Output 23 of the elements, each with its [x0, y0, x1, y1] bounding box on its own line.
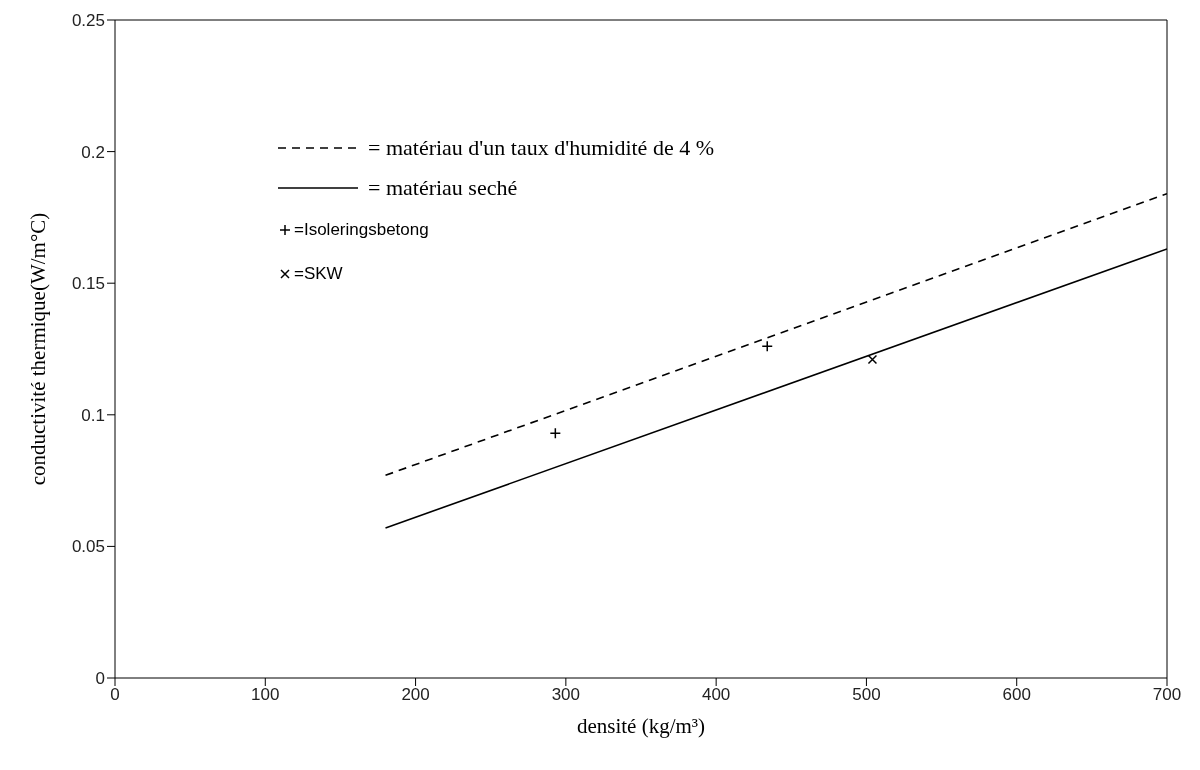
y-tick-label: 0: [95, 669, 105, 689]
legend-label: =SKW: [294, 264, 343, 284]
x-tick-label: 300: [551, 685, 581, 705]
x-tick-label: 700: [1152, 685, 1182, 705]
x-tick-label: 200: [401, 685, 430, 705]
x-tick-label: 600: [1002, 685, 1031, 705]
legend-label: = matériau seché: [368, 175, 518, 201]
x-tick-label: 0: [110, 685, 120, 705]
y-tick-label: 0.2: [81, 142, 105, 162]
legend-label: =Isoleringsbetong: [294, 220, 429, 240]
x-axis-title: densité (kg/m³): [576, 713, 706, 738]
x-tick-label: 400: [701, 685, 731, 705]
x-tick-label: 500: [852, 685, 881, 705]
x-tick-label: 100: [251, 685, 280, 705]
point: [549, 427, 562, 439]
y-tick-label: 0.25: [71, 11, 105, 31]
point: [761, 340, 773, 353]
y-tick-label: 0.15: [71, 274, 105, 294]
y-tick-label: 0.1: [81, 405, 105, 425]
y-tick-label: 0.05: [71, 537, 105, 557]
point: [867, 354, 878, 365]
y-axis-title: conductivité thermique(W/m°C): [26, 212, 51, 486]
legend-label: = matériau d'un taux d'humidité de 4 %: [368, 135, 714, 161]
